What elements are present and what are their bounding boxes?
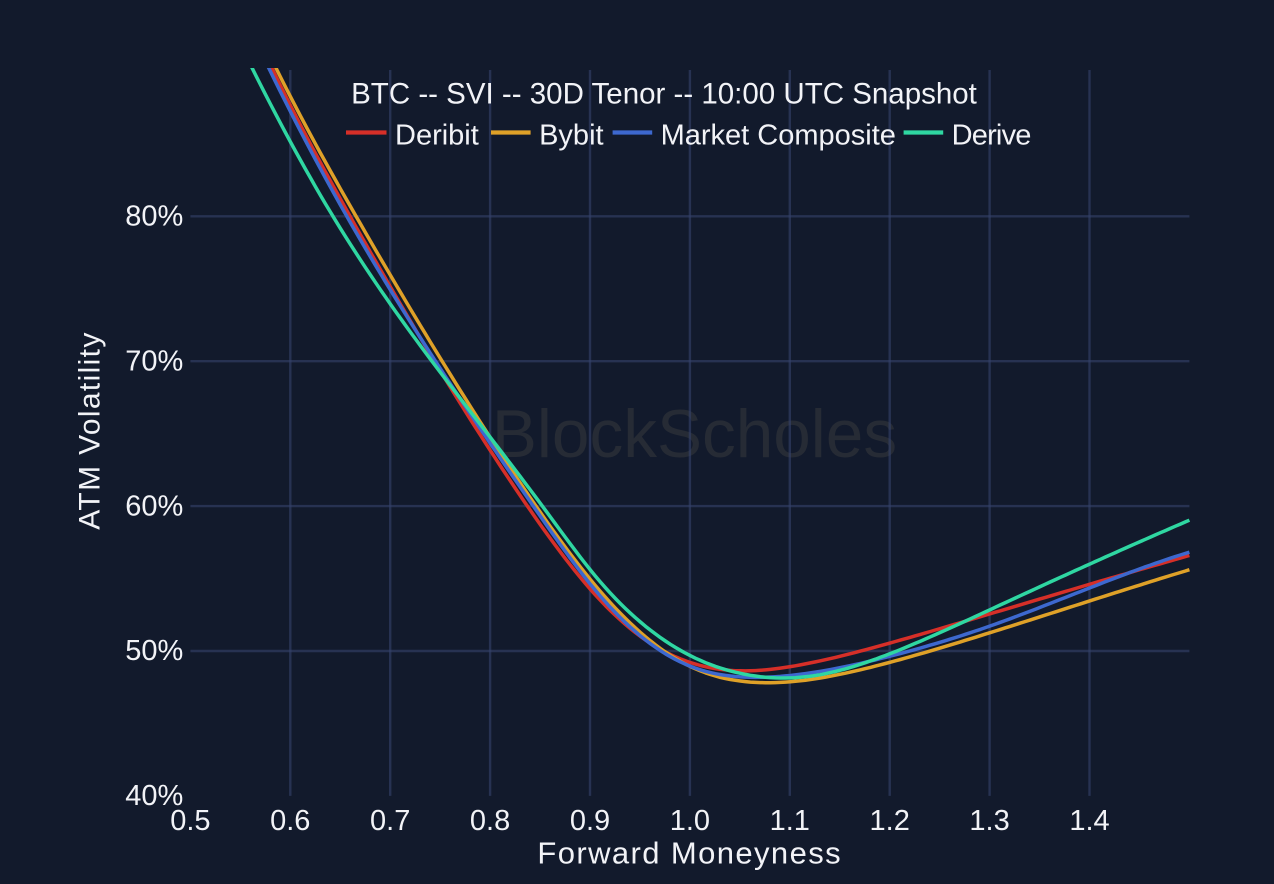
- svg-text:40%: 40%: [125, 780, 183, 812]
- svg-text:0.5: 0.5: [170, 805, 210, 837]
- svg-text:50%: 50%: [125, 635, 183, 667]
- svg-text:1.1: 1.1: [770, 805, 810, 837]
- svg-text:0.8: 0.8: [470, 805, 510, 837]
- svg-text:0.7: 0.7: [370, 805, 410, 837]
- svg-text:60%: 60%: [125, 490, 183, 522]
- svg-text:Bybit: Bybit: [539, 119, 603, 151]
- svg-text:BTC -- SVI -- 30D Tenor -- 10:: BTC -- SVI -- 30D Tenor -- 10:00 UTC Sna…: [351, 78, 977, 111]
- svg-text:80%: 80%: [125, 201, 183, 233]
- svg-text:Forward Moneyness: Forward Moneyness: [537, 836, 842, 871]
- svg-text:0.6: 0.6: [270, 805, 310, 837]
- svg-text:1.0: 1.0: [670, 805, 710, 837]
- svg-text:Deribit: Deribit: [395, 119, 479, 151]
- svg-text:1.4: 1.4: [1069, 805, 1109, 837]
- svg-text:Market Composite: Market Composite: [661, 119, 896, 151]
- svg-text:BlockScholes: BlockScholes: [492, 397, 897, 472]
- svg-text:Derive: Derive: [952, 119, 1031, 151]
- svg-text:0.9: 0.9: [570, 805, 610, 837]
- svg-text:1.3: 1.3: [969, 805, 1009, 837]
- svg-text:70%: 70%: [125, 345, 183, 377]
- svg-text:1.2: 1.2: [870, 805, 910, 837]
- svg-text:ATM Volatility: ATM Volatility: [74, 331, 107, 529]
